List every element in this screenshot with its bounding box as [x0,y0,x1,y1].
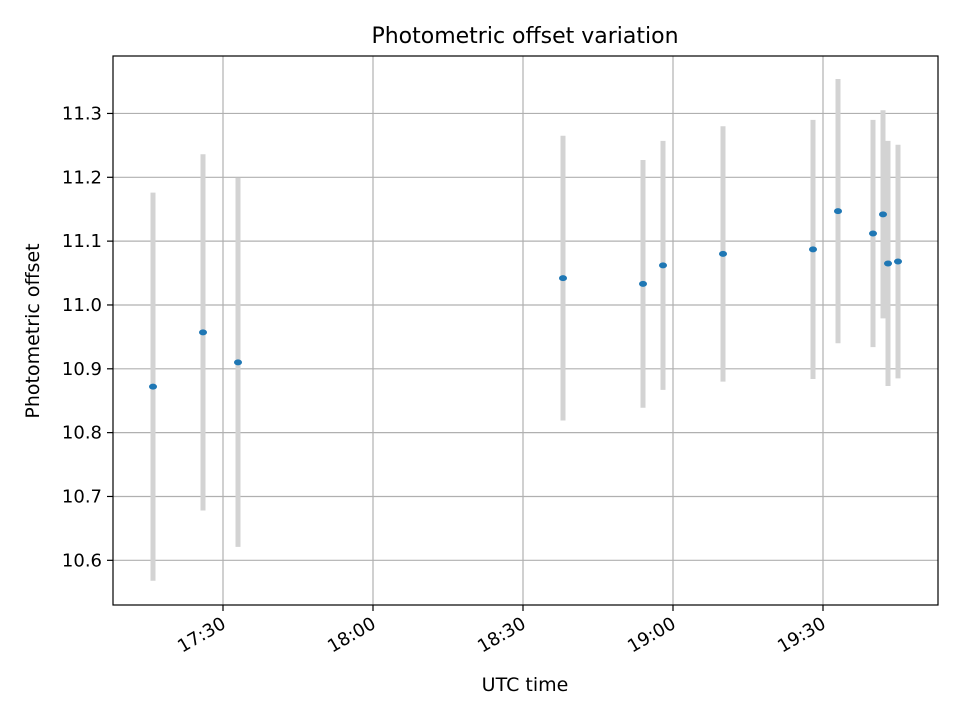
data-point [719,250,727,257]
data-point [559,275,567,282]
grid-lines [113,56,938,605]
data-point [659,262,667,269]
data-point [149,383,157,390]
data-point [199,329,207,336]
data-point [809,246,817,253]
data-point [894,258,902,265]
y-tick-label: 11.0 [62,295,102,316]
chart-title: Photometric offset variation [371,24,678,49]
y-tick-label: 10.7 [62,486,102,507]
y-tick-label: 10.6 [62,550,102,571]
x-tick-label: 19:00 [624,613,679,657]
data-point [884,260,892,267]
plot-frame [112,55,939,606]
y-tick-label: 10.9 [62,359,102,380]
y-tick-label: 11.1 [62,231,102,252]
x-axis-label: UTC time [482,674,569,696]
y-tick-label: 11.2 [62,167,102,188]
data-point [879,211,887,218]
x-tick-label: 19:30 [774,613,829,657]
y-tick-label: 10.8 [62,423,102,444]
x-tick-label: 17:30 [174,613,229,657]
y-axis-label: Photometric offset [22,243,44,418]
y-axis-ticks: 10.6 10.7 10.8 10.9 11.0 11.1 11.2 11.3 [62,103,113,571]
x-tick-label: 18:30 [474,613,529,657]
x-tick-label: 18:00 [324,613,379,657]
x-axis-ticks: 17:30 18:00 18:30 19:00 19:30 [174,605,830,657]
data-points [149,208,902,390]
data-point [234,359,242,366]
data-point [869,230,877,237]
data-point [834,208,842,215]
y-tick-label: 11.3 [62,103,102,124]
data-point [639,280,647,287]
error-bars [150,78,901,581]
